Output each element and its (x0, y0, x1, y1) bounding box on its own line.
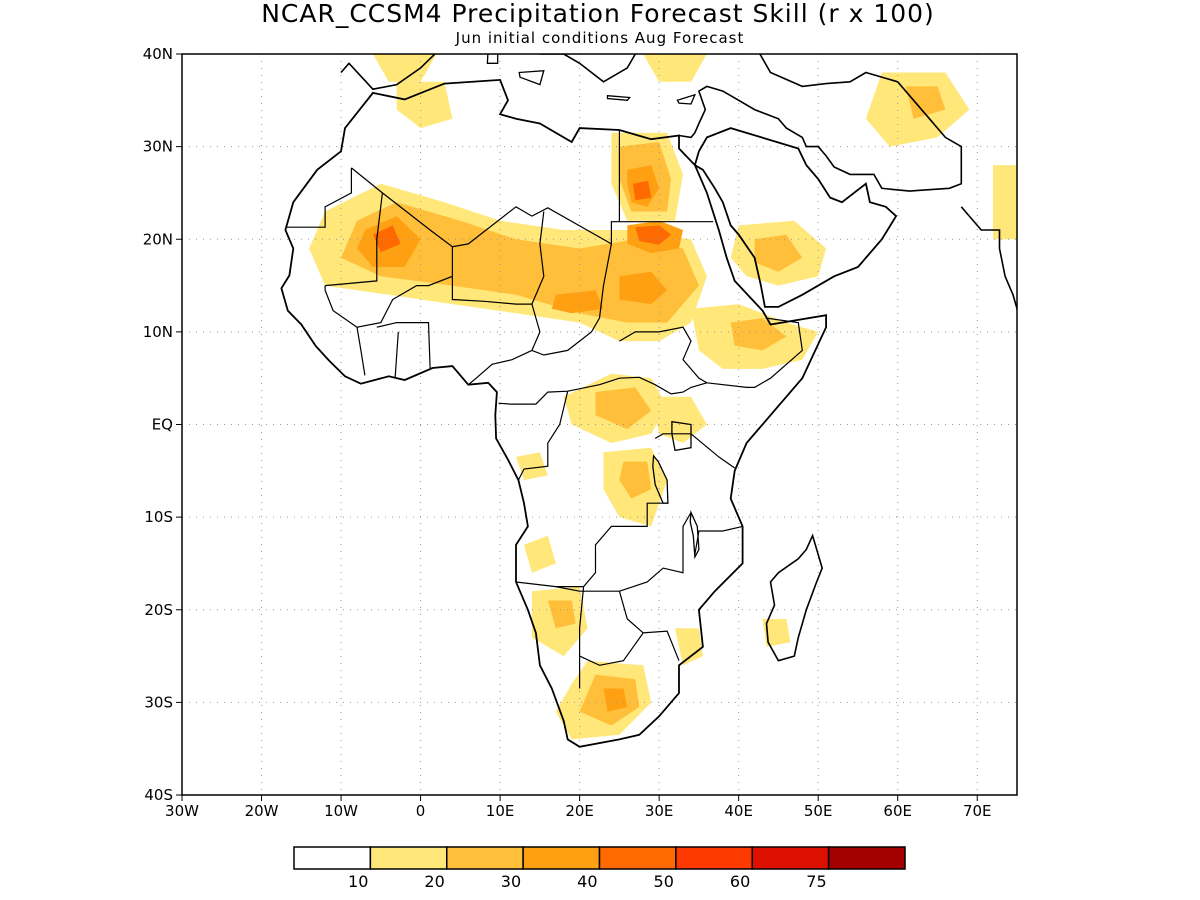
arabia-coastline (694, 127, 898, 308)
lat-tick-label: EQ (152, 416, 173, 434)
lat-tick-label: 40N (143, 45, 173, 63)
madagascar-coastline (765, 533, 824, 662)
country-border (325, 192, 383, 287)
skill-region-33 (993, 165, 1017, 240)
lon-tick-label: 10E (486, 802, 515, 820)
skill-region-29 (762, 619, 791, 647)
country-border (578, 586, 585, 689)
lat-tick-label: 30S (144, 693, 173, 711)
lat-tick-label: 10N (143, 323, 173, 341)
country-border (531, 211, 545, 305)
chart-subtitle: Jun initial conditions Aug Forecast (455, 29, 745, 47)
skill-region-34 (372, 54, 437, 82)
colorbar-label: 50 (654, 872, 674, 891)
country-border (555, 512, 692, 592)
colorbar-label: 60 (730, 872, 750, 891)
country-border (654, 433, 736, 469)
country-border (351, 167, 714, 248)
skill-region-11 (632, 180, 652, 201)
lon-tick-label: 20E (565, 802, 594, 820)
lat-tick-label: 30N (143, 138, 173, 156)
skill-region-13 (754, 234, 803, 272)
skill-region-7 (372, 225, 401, 253)
colorbar-swatch (293, 846, 372, 870)
colorbar-swatch (751, 846, 830, 870)
skill-region-3 (551, 290, 604, 314)
lat-tick-label: 20S (144, 601, 173, 619)
skill-region-15 (730, 318, 787, 351)
colorbar-swatch (827, 846, 906, 870)
lon-tick-label: 30W (165, 802, 199, 820)
country-border (515, 502, 664, 588)
lake-coastline (671, 420, 692, 452)
colorbar-label: 40 (577, 872, 597, 891)
skill-region-6 (635, 225, 672, 245)
country-border (531, 243, 612, 356)
skill-region-5 (619, 271, 668, 305)
colorbar: 10 20 30 40 50 60 75 (293, 846, 906, 891)
skill-region-18 (651, 396, 707, 443)
lon-tick-label: 40E (724, 802, 753, 820)
colorbar-label: 20 (424, 872, 444, 891)
country-border (517, 391, 569, 481)
lat-tick-label: 40S (144, 786, 173, 804)
country-border (394, 331, 399, 379)
colorbar-label: 10 (348, 872, 368, 891)
lat-tick-label: 20N (143, 230, 173, 248)
country-border (324, 246, 453, 328)
lat-tick-label: 10S (144, 508, 173, 526)
island-coastline (676, 93, 697, 105)
india-coastline (960, 206, 1017, 314)
skill-region-32 (905, 86, 946, 119)
skill-region-17 (595, 387, 652, 430)
skill-shading (309, 54, 1017, 740)
skill-region-24 (547, 600, 576, 629)
chart-title: NCAR_CCSM4 Precipitation Forecast Skill … (261, 0, 935, 28)
colorbar-swatch (675, 846, 753, 870)
country-border (498, 376, 708, 405)
country-border (467, 349, 533, 386)
island-coastline (518, 69, 545, 86)
skill-region-21 (516, 452, 548, 481)
skill-region-28 (675, 628, 703, 666)
colorbar-swatch (598, 846, 677, 870)
colorbar-swatch (522, 846, 601, 870)
lon-tick-label: 20W (245, 802, 279, 820)
lake-coastline (652, 454, 669, 504)
country-border (619, 326, 708, 384)
africa-coastline (280, 78, 827, 748)
country-border (618, 591, 680, 661)
country-border (579, 632, 644, 666)
plot-area (182, 54, 1017, 795)
country-border (376, 322, 431, 369)
skill-region-20 (619, 461, 652, 499)
colorbar-swatch (369, 846, 448, 870)
country-border (694, 525, 743, 555)
island-coastline (606, 94, 632, 101)
colorbar-label: 30 (501, 872, 521, 891)
coastlines-and-borders (280, 54, 1017, 748)
skill-region-1 (341, 202, 699, 323)
lon-tick-label: 60E (883, 802, 912, 820)
country-border (356, 327, 366, 376)
skill-region-35 (643, 54, 707, 82)
country-border (285, 167, 352, 228)
country-border (706, 317, 803, 388)
eurasia-coastline (340, 54, 963, 192)
skill-region-22 (524, 535, 556, 573)
lon-tick-label: 30E (645, 802, 674, 820)
lon-tick-label: 70E (963, 802, 992, 820)
skill-region-30 (396, 81, 453, 129)
lon-tick-label: 50E (804, 802, 833, 820)
colorbar-swatch (446, 846, 524, 870)
island-coastline (486, 54, 499, 64)
colorbar-label: 75 (806, 872, 826, 891)
lon-tick-label: 10W (324, 802, 358, 820)
lon-tick-label: 0 (416, 802, 426, 820)
country-border (451, 276, 532, 305)
skill-region-27 (603, 688, 628, 712)
lake-coastline (689, 509, 700, 560)
